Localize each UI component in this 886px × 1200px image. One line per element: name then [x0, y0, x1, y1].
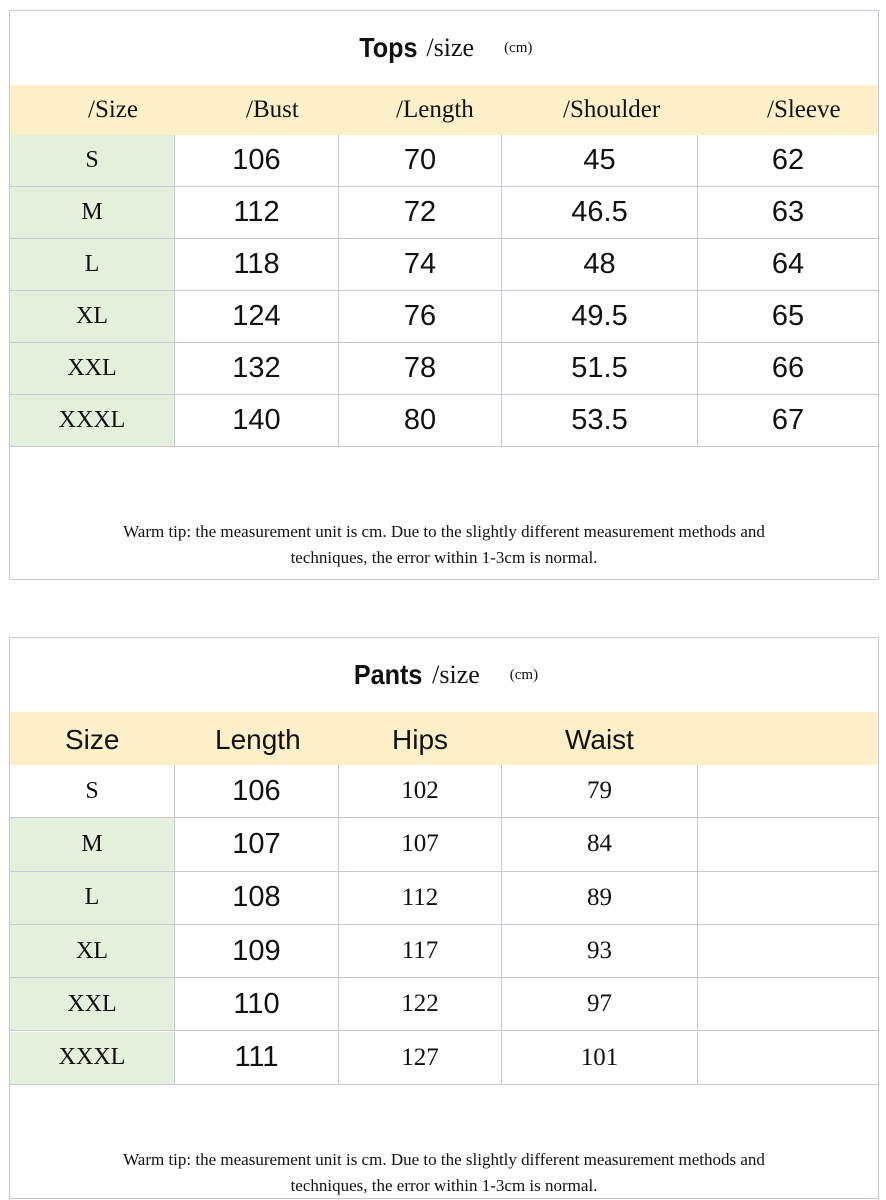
value-cell	[697, 765, 878, 819]
tops-title-main: Tops	[358, 32, 418, 63]
value-cell: 63	[697, 187, 878, 239]
value-cell: 101	[501, 1031, 697, 1085]
value-cell: 122	[338, 978, 501, 1032]
header-bust: /Bust	[246, 96, 299, 123]
size-cell: S	[10, 765, 174, 819]
table-row: L 118 74 48 64	[10, 239, 878, 291]
value-cell	[697, 818, 878, 872]
value-cell	[697, 924, 878, 979]
table-row: M 107 107 84	[10, 818, 878, 872]
header-shoulder: /Shoulder	[563, 96, 661, 123]
pants-title: Pants /size (cm)	[10, 638, 878, 712]
table-row: XL 124 76 49.5 65	[10, 291, 878, 343]
value-cell: 107	[174, 818, 338, 872]
table-row: S 106 102 79	[10, 765, 878, 819]
value-cell: 117	[338, 924, 501, 979]
value-cell: 48	[501, 239, 697, 291]
table-row: L 108 112 89	[10, 871, 878, 925]
value-cell: 132	[174, 343, 338, 395]
value-cell: 84	[501, 818, 697, 872]
header-length: /Length	[396, 96, 474, 123]
size-cell: L	[10, 239, 174, 291]
size-cell: XXXL	[10, 395, 174, 447]
value-cell: 110	[174, 978, 338, 1032]
value-cell: 72	[338, 187, 501, 239]
tops-title: Tops /size (cm)	[10, 11, 878, 85]
value-cell: 74	[338, 239, 501, 291]
header-sleeve: /Sleeve	[767, 96, 841, 123]
value-cell	[697, 871, 878, 925]
value-cell: 107	[338, 818, 501, 872]
tops-size-chart: Tops /size (cm) /Size /Bust /Length /Sho…	[9, 10, 879, 580]
value-cell: 66	[697, 343, 878, 395]
value-cell: 53.5	[501, 395, 697, 447]
pants-tip-line2: techniques, the error within 1-3cm is no…	[290, 1176, 598, 1195]
size-cell: L	[10, 871, 174, 925]
pants-tip-line1: Warm tip: the measurement unit is cm. Du…	[123, 1150, 765, 1169]
pants-unit: (cm)	[509, 666, 539, 683]
table-row: S 106 70 45 62	[10, 135, 878, 187]
value-cell: 78	[338, 343, 501, 395]
value-cell: 112	[174, 187, 338, 239]
header-hips: Hips	[392, 724, 449, 755]
value-cell: 93	[501, 924, 697, 979]
header-size: Size	[65, 724, 120, 755]
value-cell: 89	[501, 871, 697, 925]
size-cell: XL	[10, 291, 174, 343]
value-cell: 127	[338, 1031, 501, 1085]
size-cell: XL	[10, 924, 174, 979]
value-cell: 108	[174, 871, 338, 925]
value-cell: 109	[174, 924, 338, 979]
size-cell: S	[10, 135, 174, 187]
value-cell: 76	[338, 291, 501, 343]
tops-tip-line1: Warm tip: the measurement unit is cm. Du…	[123, 522, 765, 541]
size-cell: M	[10, 187, 174, 239]
value-cell: 70	[338, 135, 501, 187]
header-length: Length	[215, 724, 301, 755]
table-row: XXL 132 78 51.5 66	[10, 343, 878, 395]
value-cell: 51.5	[501, 343, 697, 395]
value-cell	[697, 978, 878, 1032]
value-cell	[697, 1031, 878, 1085]
value-cell: 124	[174, 291, 338, 343]
tops-tip-line2: techniques, the error within 1-3cm is no…	[290, 548, 598, 567]
table-row: XXXL 111 127 101	[10, 1031, 878, 1085]
value-cell: 118	[174, 239, 338, 291]
value-cell: 106	[174, 765, 338, 819]
size-cell: M	[10, 818, 174, 872]
value-cell: 102	[338, 765, 501, 819]
size-cell: XXL	[10, 343, 174, 395]
value-cell: 140	[174, 395, 338, 447]
value-cell: 49.5	[501, 291, 697, 343]
value-cell: 67	[697, 395, 878, 447]
tops-title-suffix: /size	[426, 33, 475, 62]
value-cell: 80	[338, 395, 501, 447]
value-cell: 45	[501, 135, 697, 187]
pants-title-main: Pants	[353, 659, 423, 690]
header-size: /Size	[88, 96, 138, 123]
header-waist: Waist	[565, 724, 634, 755]
pants-title-suffix: /size	[432, 660, 480, 689]
value-cell: 64	[697, 239, 878, 291]
value-cell: 97	[501, 978, 697, 1032]
table-row: XXL 110 122 97	[10, 978, 878, 1032]
table-row: M 112 72 46.5 63	[10, 187, 878, 239]
value-cell: 46.5	[501, 187, 697, 239]
table-row: XL 109 117 93	[10, 924, 878, 979]
value-cell: 62	[697, 135, 878, 187]
value-cell: 106	[174, 135, 338, 187]
tops-header-row: /Size /Bust /Length /Shoulder /Sleeve	[10, 85, 878, 135]
value-cell: 79	[501, 765, 697, 819]
value-cell: 112	[338, 871, 501, 925]
pants-header-row: Size Length Hips Waist	[10, 712, 878, 765]
value-cell: 111	[174, 1031, 338, 1085]
value-cell: 65	[697, 291, 878, 343]
table-row: XXXL 140 80 53.5 67	[10, 395, 878, 447]
size-cell: XXL	[10, 978, 174, 1032]
size-cell: XXXL	[10, 1031, 174, 1085]
tops-unit: (cm)	[504, 39, 533, 56]
pants-size-chart: Pants /size (cm) Size Length Hips Waist …	[9, 637, 879, 1199]
